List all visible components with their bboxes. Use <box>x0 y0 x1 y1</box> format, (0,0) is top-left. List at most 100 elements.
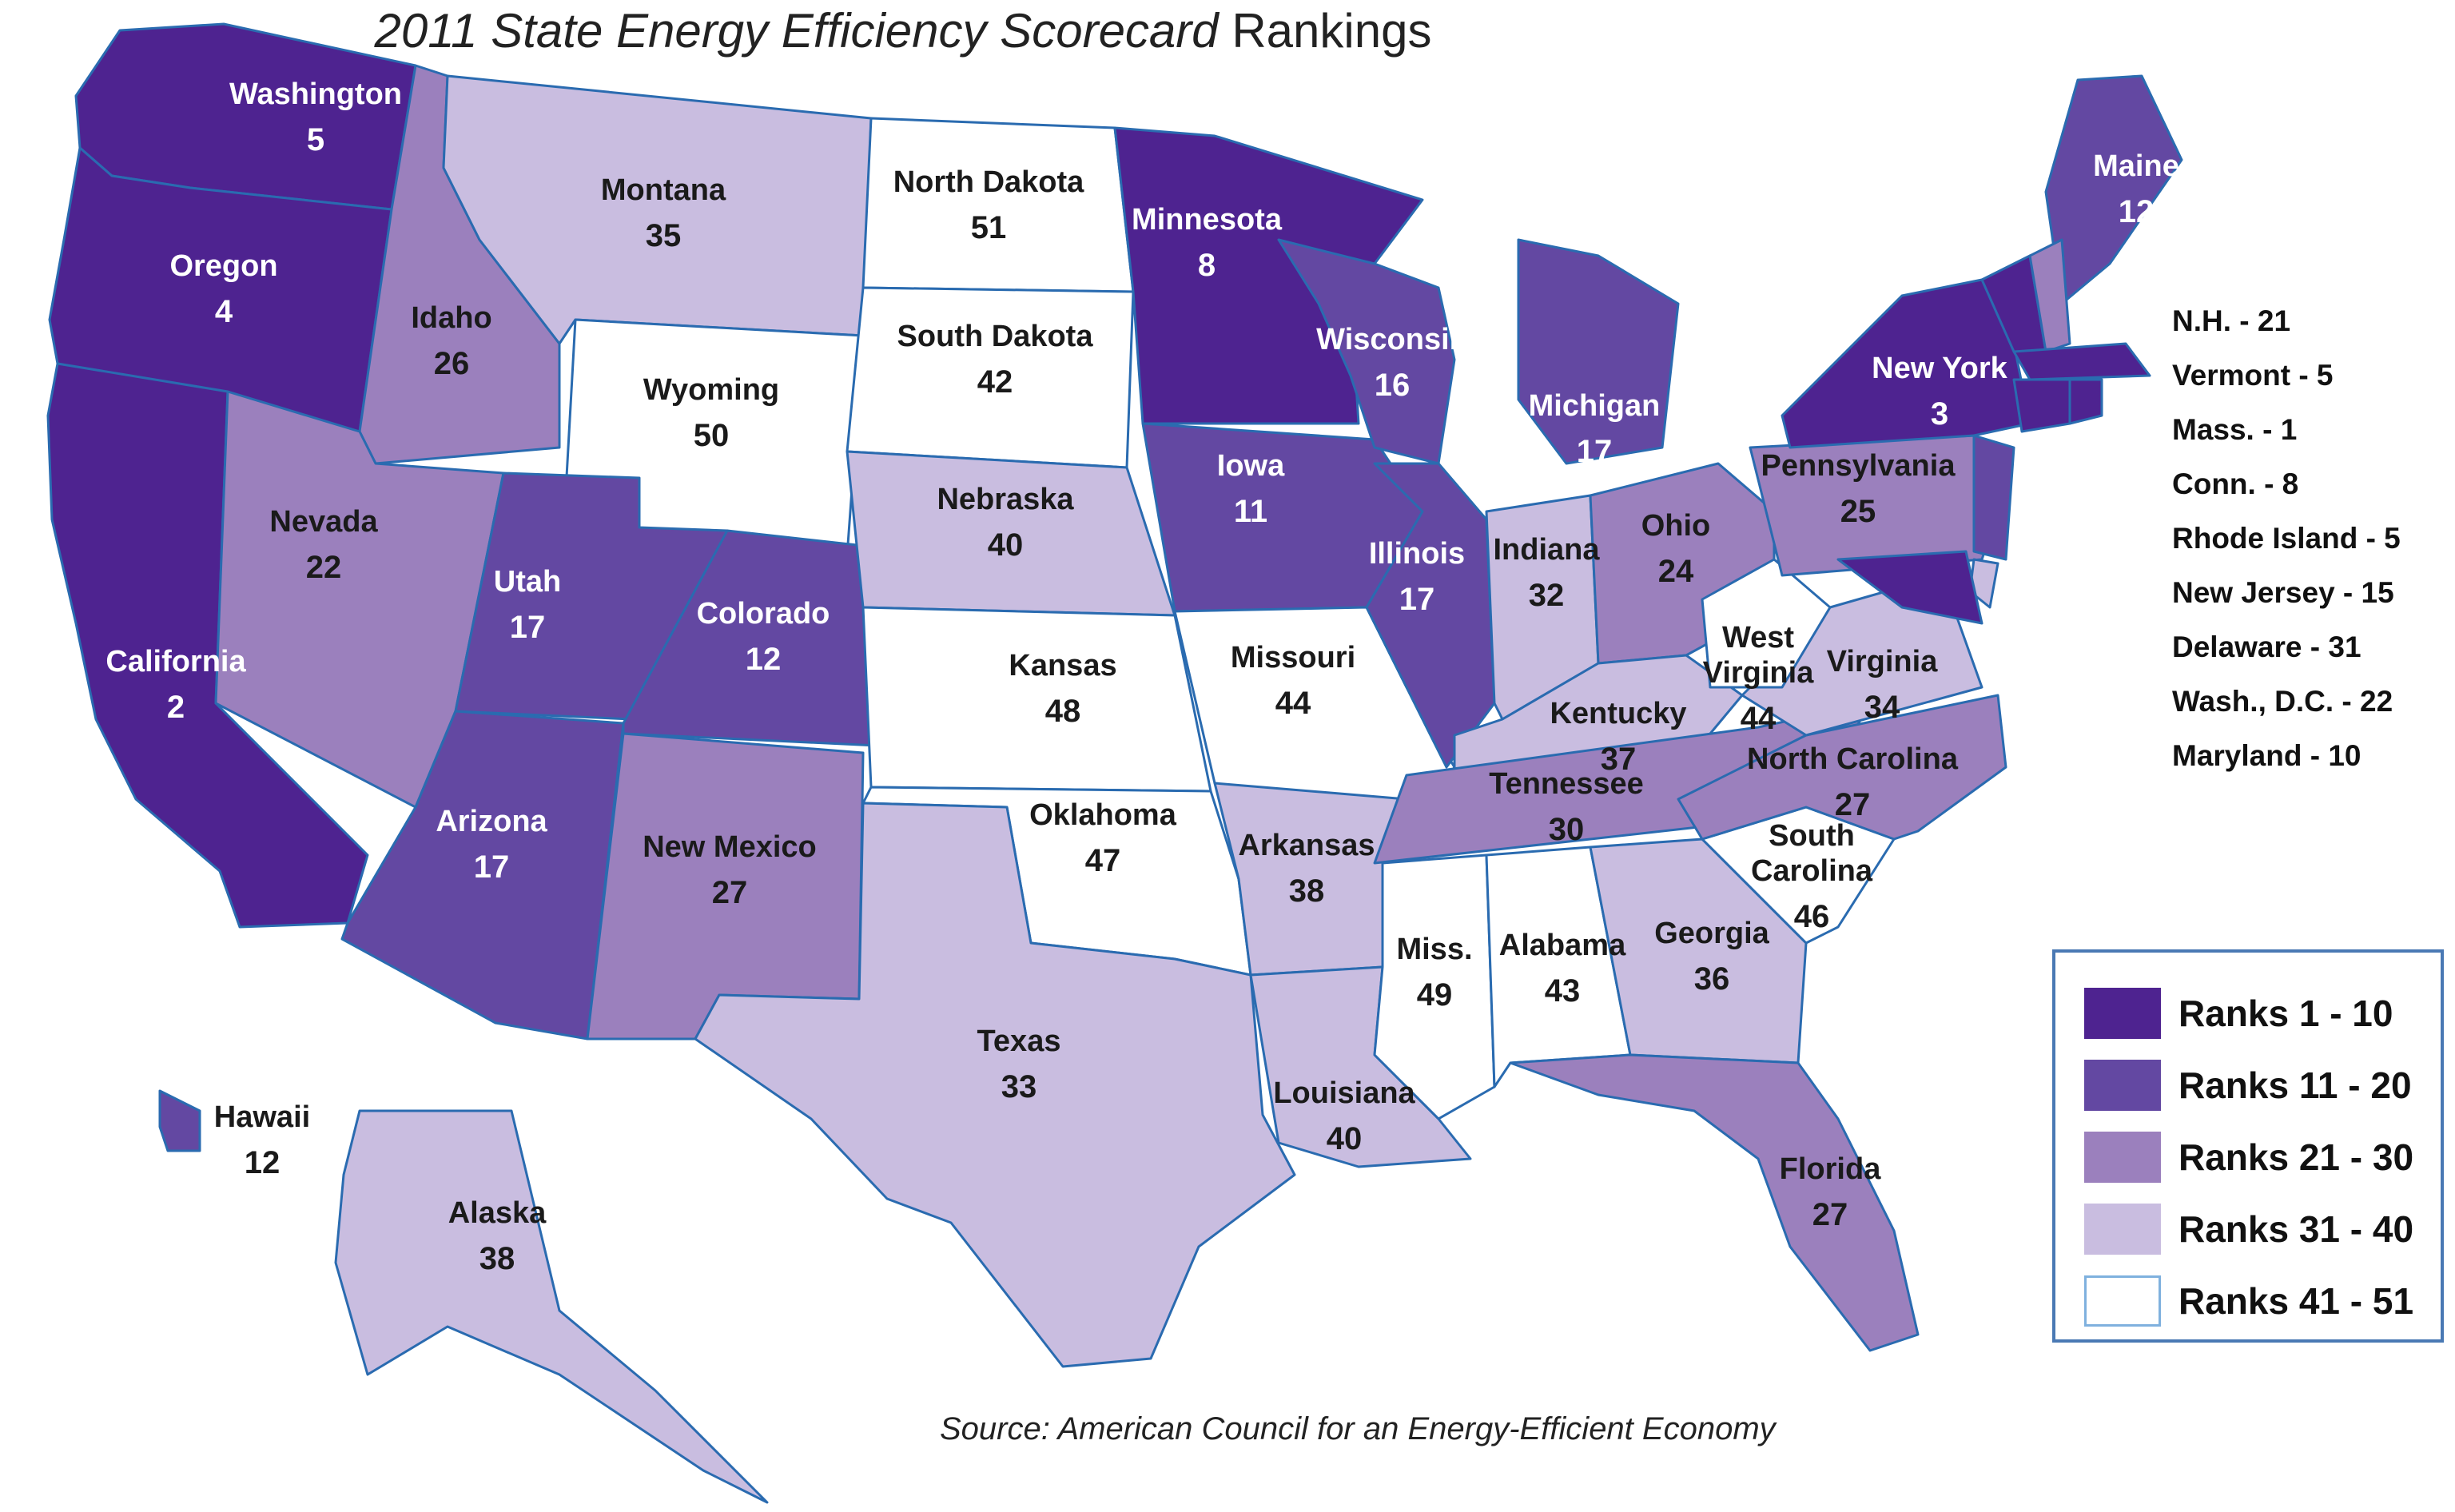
state-name-or: Oregon <box>169 249 277 283</box>
state-rank-nm: 27 <box>712 875 748 910</box>
small-state-de: Delaware - 31 <box>2172 631 2361 663</box>
legend-item-1: Ranks 1 - 10 <box>2084 988 2393 1039</box>
state-shapes <box>46 22 2183 1504</box>
small-state-ct: Conn. - 8 <box>2172 468 2299 500</box>
state-name-ia: Iowa <box>1217 449 1285 483</box>
state-name-mi: Michigan <box>1529 389 1661 423</box>
state-name-wv-2: Virginia <box>1703 656 1815 690</box>
state-rank-az: 17 <box>474 850 510 885</box>
state-rank-tx: 33 <box>1001 1069 1037 1104</box>
state-rank-hi: 12 <box>245 1145 281 1180</box>
state-rank-ca: 2 <box>167 690 185 725</box>
state-shape-ak <box>334 1109 769 1504</box>
state-name-fl: Florida <box>1780 1152 1882 1186</box>
state-rank-ar: 38 <box>1289 873 1325 909</box>
state-name-sc-1: South <box>1769 819 1855 853</box>
legend-item-3: Ranks 21 - 30 <box>2084 1132 2413 1183</box>
state-name-wv-1: West <box>1722 621 1794 655</box>
state-rank-sc: 46 <box>1794 899 1830 934</box>
state-rank-la: 40 <box>1327 1121 1363 1156</box>
state-name-ok: Oklahoma <box>1029 798 1177 832</box>
state-rank-va: 34 <box>1864 690 1900 725</box>
map-title: 2011 State Energy Efficiency Scorecard R… <box>0 3 1806 58</box>
state-rank-co: 12 <box>746 642 782 677</box>
state-shape-md <box>1836 550 1983 625</box>
state-rank-oh: 24 <box>1658 554 1694 589</box>
state-shape-fl <box>1509 1053 1920 1352</box>
map-title-italic: 2011 State Energy Efficiency Scorecard <box>374 4 1219 58</box>
state-rank-ok: 47 <box>1085 843 1121 878</box>
state-rank-ks: 48 <box>1045 694 1081 729</box>
state-shape-il <box>1365 462 1496 769</box>
legend: Ranks 1 - 10 Ranks 11 - 20 Ranks 21 - 30… <box>2052 949 2444 1343</box>
legend-label-4: Ranks 31 - 40 <box>2178 1208 2414 1250</box>
state-rank-wy: 50 <box>694 418 730 453</box>
state-rank-ak: 38 <box>479 1241 515 1276</box>
state-rank-mn: 8 <box>1198 248 1216 283</box>
state-rank-al: 43 <box>1545 973 1581 1009</box>
state-rank-mo: 44 <box>1275 686 1311 721</box>
state-rank-in: 32 <box>1529 578 1565 613</box>
state-shape-ma <box>2012 342 2151 381</box>
state-name-ak: Alaska <box>448 1196 547 1230</box>
state-shape-ga <box>1589 838 1808 1064</box>
state-rank-ky: 37 <box>1601 742 1637 777</box>
state-shape-wv <box>1701 558 1832 689</box>
state-name-mn: Minnesota <box>1132 203 1283 237</box>
state-shape-ri <box>2068 378 2103 425</box>
state-rank-sd: 42 <box>977 364 1013 400</box>
state-name-tn: Tennessee <box>1489 767 1644 801</box>
state-name-in: Indiana <box>1493 533 1600 567</box>
state-rank-mi: 17 <box>1577 434 1613 469</box>
legend-swatch-2 <box>2084 1060 2161 1111</box>
state-name-nd: North Dakota <box>893 165 1084 199</box>
legend-item-4: Ranks 31 - 40 <box>2084 1204 2413 1255</box>
state-rank-ms: 49 <box>1417 977 1453 1013</box>
state-rank-ny: 3 <box>1931 396 1948 432</box>
state-name-nm: New Mexico <box>643 830 817 864</box>
state-name-ne: Nebraska <box>937 483 1074 516</box>
state-rank-ia: 11 <box>1234 494 1267 529</box>
state-shape-nh <box>2028 238 2071 353</box>
state-name-oh: Ohio <box>1641 509 1711 543</box>
state-name-id: Idaho <box>411 301 491 335</box>
state-name-az: Arizona <box>436 805 547 838</box>
state-shape-nd <box>861 117 1135 293</box>
state-shape-ct <box>2012 378 2071 433</box>
state-name-co: Colorado <box>697 597 830 631</box>
state-name-tx: Texas <box>977 1025 1061 1058</box>
state-name-nc: North Carolina <box>1747 742 1959 776</box>
legend-swatch-5 <box>2084 1275 2161 1327</box>
state-rank-id: 26 <box>434 346 470 381</box>
state-rank-ne: 40 <box>988 527 1024 563</box>
legend-swatch-1 <box>2084 988 2161 1039</box>
legend-label-3: Ranks 21 - 30 <box>2178 1136 2414 1178</box>
state-name-la: Louisiana <box>1273 1076 1415 1110</box>
state-rank-nv: 22 <box>306 550 342 585</box>
state-name-ar: Arkansas <box>1238 829 1375 862</box>
state-name-me: Maine <box>2093 149 2179 183</box>
state-name-sd: South Dakota <box>897 320 1094 353</box>
small-state-nj: New Jersey - 15 <box>2172 576 2394 609</box>
state-shape-hi <box>158 1089 201 1152</box>
state-name-pa: Pennsylvania <box>1761 449 1956 483</box>
state-name-va: Virginia <box>1827 645 1939 678</box>
state-shape-az <box>340 710 625 1040</box>
state-name-ut: Utah <box>494 565 561 599</box>
small-state-md: Maryland - 10 <box>2172 739 2361 772</box>
state-rank-ut: 17 <box>510 610 546 645</box>
map-title-plain: Rankings <box>1231 4 1432 58</box>
state-name-wa: Washington <box>229 78 402 111</box>
state-shape-mi <box>1517 238 1680 465</box>
state-name-mo: Missouri <box>1231 641 1355 674</box>
state-texts: Washington 5 Oregon 4 California 2 Idaho 26 Neva… <box>105 78 2178 1276</box>
state-rank-wv: 44 <box>1741 701 1777 736</box>
legend-swatch-4 <box>2084 1204 2161 1255</box>
state-name-wy: Wyoming <box>643 373 779 407</box>
state-name-al: Alabama <box>1499 929 1626 962</box>
state-rank-me: 12 <box>2119 194 2155 229</box>
small-state-nh: N.H. - 21 <box>2172 304 2291 337</box>
state-rank-il: 17 <box>1399 582 1435 617</box>
state-shape-nc <box>1677 694 2007 841</box>
state-rank-pa: 25 <box>1840 494 1876 529</box>
